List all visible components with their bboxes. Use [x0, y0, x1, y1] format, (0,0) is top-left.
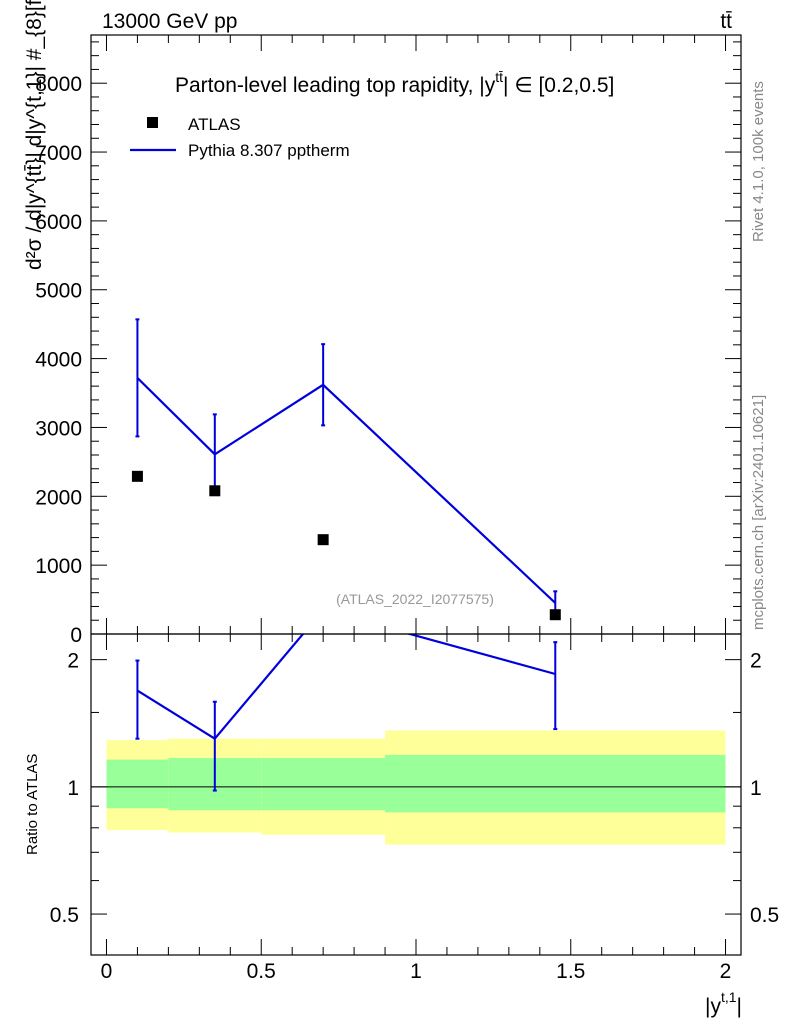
atlas-data-point	[549, 609, 561, 621]
y-tick-label: 1000	[35, 555, 82, 578]
ratio-axis-label: Ratio to ATLAS	[24, 754, 41, 855]
ratio-clipped-group	[135, 634, 558, 792]
band-inner	[106, 759, 169, 809]
ratio-line	[136, 634, 556, 741]
y-tick-label-left: 2	[67, 650, 79, 673]
y-tick-label: 0	[70, 624, 82, 647]
x-axis-label: |yt,1|	[705, 989, 742, 1018]
y-tick-label-left: 0.5	[50, 904, 79, 927]
y-tick-label: 6000	[35, 211, 82, 234]
ratio-series	[135, 634, 558, 792]
band-inner	[261, 758, 386, 811]
atlas-data-point	[131, 470, 143, 482]
uncertainty-bands	[91, 730, 741, 845]
x-tick-label: 1.5	[556, 960, 585, 983]
upper-axis-ticks	[91, 35, 741, 635]
source-label: mcplots.cern.ch [arXiv:2401.10621]	[750, 395, 767, 630]
y-tick-label: 3000	[35, 417, 82, 440]
title-main: Parton-level leading top rapidity, |y	[175, 74, 496, 97]
x-axis-label-main: |y	[705, 995, 721, 1018]
band-inner	[385, 754, 726, 813]
y-tick-label: 4000	[35, 349, 82, 372]
x-tick-label: 0.5	[247, 960, 276, 983]
energy-label: 13000 GeV pp	[102, 10, 237, 33]
legend-atlas-label: ATLAS	[188, 115, 241, 134]
y-tick-label: 8000	[35, 73, 82, 96]
x-axis-label-superscript: t,1	[721, 989, 737, 1005]
watermark: (ATLAS_2022_I2077575)	[336, 591, 494, 607]
x-tick-label: 1	[410, 960, 422, 983]
title-superscript: tt̄	[495, 69, 503, 85]
x-axis-label-tail: |	[737, 995, 742, 1018]
x-tick-label: 2	[720, 960, 732, 983]
upper-y-tick-labels: 0 1000 2000 3000 4000 5000 6000 7000 8000	[35, 73, 82, 647]
y-axis-label: d²σ / d|y^{tt̄}| d|y^{t,1}| #_{8}[fb]	[23, 0, 46, 270]
y-tick-label-right: 2	[750, 650, 762, 673]
lower-plot-frame	[90, 633, 742, 956]
process-label: tt̄	[720, 10, 732, 33]
mc-series-line	[136, 377, 557, 604]
legend-mc-label: Pythia 8.307 pptherm	[188, 141, 350, 160]
y-tick-label-right: 0.5	[750, 904, 779, 927]
title-tail: | ∈ [0.2,0.5]	[503, 74, 614, 97]
y-tick-label: 5000	[35, 280, 82, 303]
upper-series	[131, 318, 561, 621]
legend: ATLAS Pythia 8.307 pptherm	[130, 115, 350, 160]
y-tick-label-right: 1	[750, 777, 762, 800]
y-tick-label: 7000	[35, 142, 82, 165]
atlas-data-point	[317, 534, 329, 546]
title-text: Parton-level leading top rapidity, |ytt̄…	[175, 69, 614, 97]
lower-axis-labels: Ratio to ATLAS |yt,1|	[24, 754, 742, 1018]
chart-title: Parton-level leading top rapidity, |ytt̄…	[175, 69, 614, 97]
rivet-version-label: Rivet 4.1.0, 100k events	[750, 81, 767, 242]
y-tick-label: 2000	[35, 486, 82, 509]
legend-atlas-marker	[147, 117, 158, 128]
y-tick-label-left: 1	[67, 777, 79, 800]
lower-tick-labels: 0 0.5 1 1.5 2 0.5 0.5 1 1 2 2	[50, 650, 779, 983]
atlas-data-point	[209, 485, 221, 497]
lower-frame	[90, 633, 742, 956]
upper-y-axis-label: d²σ / d|y^{tt̄}| d|y^{t,1}| #_{8}[fb]	[23, 0, 46, 270]
x-tick-label: 0	[101, 960, 113, 983]
watermark-text: (ATLAS_2022_I2077575)	[336, 591, 494, 607]
lower-axis-ticks	[91, 634, 741, 956]
